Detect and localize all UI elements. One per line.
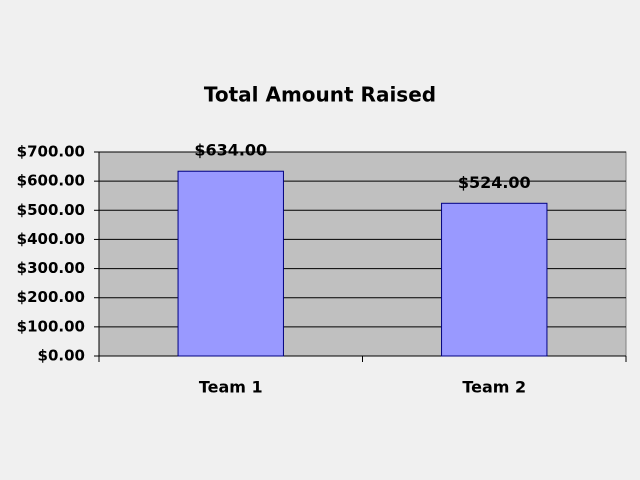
y-tick-label: $400.00	[17, 230, 85, 248]
y-tick-label: $700.00	[17, 143, 85, 161]
y-tick-label: $100.00	[17, 317, 85, 335]
y-tick-label: $200.00	[17, 288, 85, 306]
y-tick-label: $0.00	[38, 347, 85, 365]
y-tick-label: $600.00	[17, 172, 85, 190]
bar	[177, 170, 284, 357]
x-tick-label: Team 2	[462, 378, 526, 397]
value-label: $524.00	[458, 173, 531, 192]
y-tick-label: $500.00	[17, 201, 85, 219]
bar	[441, 202, 548, 357]
x-tick-label: Team 1	[199, 378, 263, 397]
value-label: $634.00	[194, 141, 267, 160]
y-tick-label: $300.00	[17, 259, 85, 277]
chart-title: Total Amount Raised	[204, 83, 436, 107]
